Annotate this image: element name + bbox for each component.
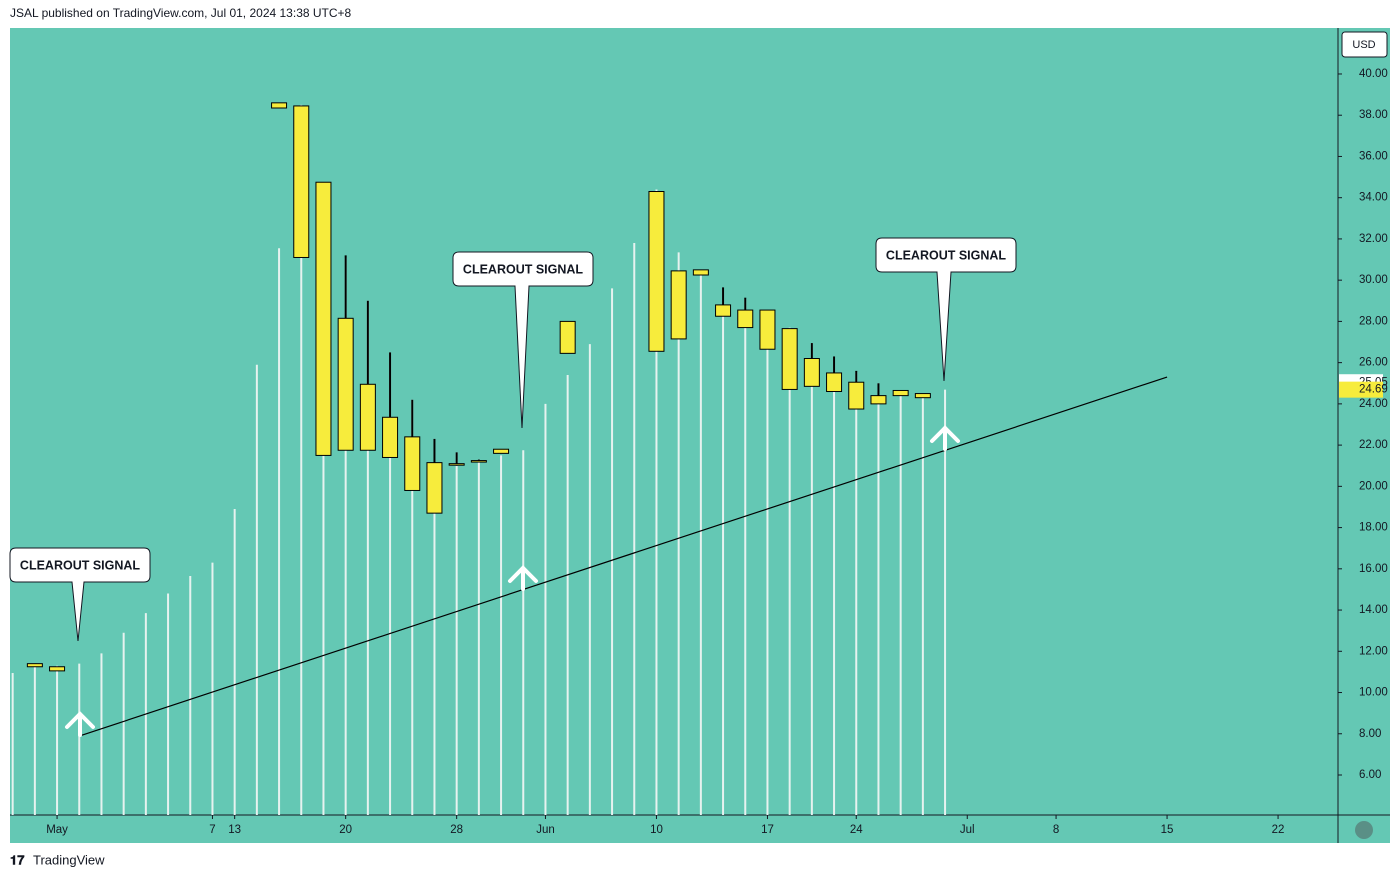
y-tick-label: 14.00: [1359, 604, 1388, 616]
candle-body: [49, 666, 66, 672]
candle-body: [715, 304, 732, 317]
y-tick-label: 34.00: [1359, 192, 1388, 204]
callout: [452, 251, 594, 429]
candle-body: [382, 416, 399, 458]
y-tick-label: 22.00: [1359, 439, 1388, 451]
candle-body: [826, 372, 843, 393]
up-arrow: [65, 711, 95, 737]
x-tick-label: 13: [228, 824, 241, 836]
y-tick-label: 10.00: [1359, 687, 1388, 699]
plot: CLEAROUT SIGNAL CLEAROUT SIGNAL CLEAROUT S…: [9, 102, 1168, 815]
y-tick-label: 36.00: [1359, 150, 1388, 162]
y-tick-label: 8.00: [1359, 728, 1381, 740]
candle-body: [470, 460, 487, 463]
footer-brand: TradingView: [33, 852, 105, 867]
candle-body: [892, 389, 909, 397]
x-tick-label: 20: [339, 824, 352, 836]
candle-body: [426, 462, 443, 514]
candle-body: [759, 309, 776, 350]
candle-body: [271, 102, 288, 109]
up-arrow: [508, 565, 538, 591]
price-axis: [1338, 28, 1390, 843]
candle-body: [359, 383, 376, 451]
x-tick-label: Jul: [960, 824, 975, 836]
callout-text: CLEAROUT SIGNAL: [20, 558, 141, 572]
callout-text: CLEAROUT SIGNAL: [463, 262, 584, 276]
x-tick-label: 7: [209, 824, 215, 836]
y-tick-label: 12.00: [1359, 645, 1388, 657]
callout: [875, 237, 1017, 382]
x-tick-label: 22: [1272, 824, 1285, 836]
price-label: 24.69: [1359, 384, 1388, 396]
y-tick-label: 40.00: [1359, 68, 1388, 80]
candle-body: [493, 448, 510, 454]
x-tick-label: 28: [450, 824, 463, 836]
currency-box[interactable]: [1341, 31, 1388, 58]
y-tick-label: 30.00: [1359, 274, 1388, 286]
candle-body: [648, 191, 665, 352]
candle-body: [914, 393, 931, 399]
y-tick-label: 24.00: [1359, 398, 1388, 410]
y-tick-label: 28.00: [1359, 315, 1388, 327]
y-tick-label: 18.00: [1359, 522, 1388, 534]
x-tick-label: May: [46, 824, 68, 836]
candle-body: [404, 436, 421, 491]
y-tick-label: 26.00: [1359, 357, 1388, 369]
publish-info: JSAL published on TradingView.com, Jul 0…: [10, 6, 352, 20]
y-tick-label: 38.00: [1359, 109, 1388, 121]
candle-body: [559, 320, 576, 354]
x-tick-label: 8: [1053, 824, 1059, 836]
x-tick-label: 15: [1161, 824, 1174, 836]
candle-body: [692, 269, 709, 276]
y-tick-label: 20.00: [1359, 480, 1388, 492]
y-tick-label: 6.00: [1359, 769, 1381, 781]
y-tick-label: 32.00: [1359, 233, 1388, 245]
settings-icon[interactable]: [1355, 821, 1373, 839]
candle-body: [870, 395, 887, 405]
candle-body: [803, 358, 820, 387]
callout: [9, 547, 151, 642]
price-label-box: [1339, 381, 1383, 398]
currency: USD: [1352, 39, 1375, 51]
tv-logo-mark: 𝟏𝟕: [10, 852, 25, 867]
plot-area: [10, 28, 1338, 815]
up-arrow: [930, 425, 960, 451]
candle-body: [293, 105, 310, 258]
candle-body: [781, 328, 798, 390]
candle-body: [737, 309, 754, 329]
x-tick-label: 17: [761, 824, 774, 836]
candle-body: [26, 663, 43, 668]
candle-body: [448, 463, 465, 466]
trendline: [79, 376, 1168, 737]
time-axis: [10, 815, 1338, 843]
y-tick-label: 16.00: [1359, 563, 1388, 575]
candle-body: [315, 181, 332, 456]
x-tick-label: 10: [650, 824, 663, 836]
candle-body: [670, 270, 687, 340]
callout-text: CLEAROUT SIGNAL: [886, 248, 1007, 262]
x-tick-label: Jun: [536, 824, 555, 836]
candle-body: [848, 381, 865, 410]
candle-body: [337, 317, 354, 451]
x-tick-label: 24: [850, 824, 863, 836]
